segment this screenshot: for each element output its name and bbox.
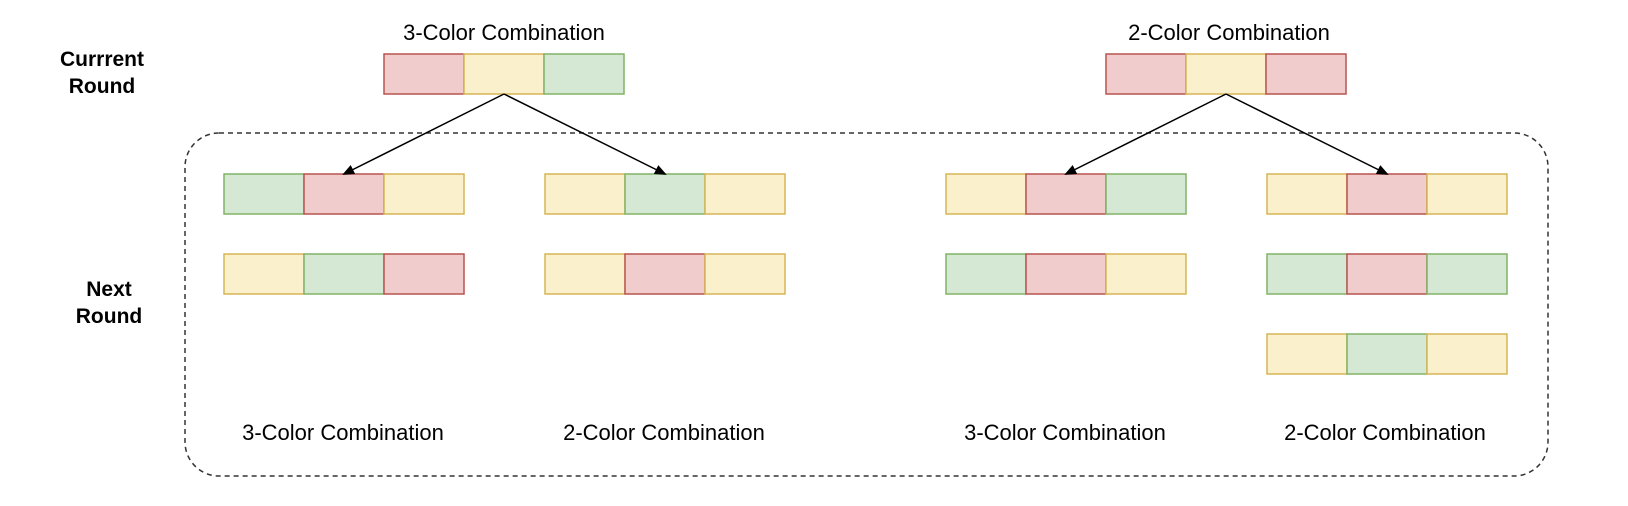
color-cell-yellow — [544, 253, 626, 295]
color-cell-green — [1426, 253, 1508, 295]
next-group-caption-1: 3-Color Combination — [242, 420, 444, 445]
next-combo-strip-3-1 — [945, 173, 1187, 215]
current-round-label-line1: Currrent — [59, 48, 144, 71]
transition-arrow-2 — [503, 93, 667, 175]
next-combo-strip-2-2 — [544, 253, 786, 295]
next-combo-strip-4-2 — [1266, 253, 1508, 295]
color-cell-green — [945, 253, 1027, 295]
next-combo-strip-2-1 — [544, 173, 786, 215]
color-cell-green — [223, 173, 305, 215]
next-combo-strip-1-1 — [223, 173, 465, 215]
current-group-title-2color: 2-Color Combination — [1128, 20, 1330, 45]
color-cell-yellow — [704, 173, 786, 215]
next-combo-strip-3-2 — [945, 253, 1187, 295]
color-cell-green — [303, 253, 385, 295]
color-cell-yellow — [1426, 173, 1508, 215]
transition-arrow-4 — [1225, 93, 1389, 175]
next-round-label-line2: Round — [75, 305, 143, 328]
color-cell-yellow — [463, 53, 545, 95]
color-cell-yellow — [1185, 53, 1267, 95]
color-cell-yellow — [704, 253, 786, 295]
current-round-label-line2: Round — [68, 75, 136, 98]
next-combo-strip-4-3 — [1266, 333, 1508, 375]
next-group-caption-2: 2-Color Combination — [563, 420, 765, 445]
color-cell-red — [383, 253, 465, 295]
color-cell-green — [543, 53, 625, 95]
color-cell-green — [1266, 253, 1348, 295]
color-cell-red — [1265, 53, 1347, 95]
color-cell-red — [303, 173, 385, 215]
color-cell-green — [1346, 333, 1428, 375]
color-cell-yellow — [383, 173, 465, 215]
next-combo-strip-4-1 — [1266, 173, 1508, 215]
next-round-label-line1: Next — [86, 278, 132, 301]
next-round-container — [184, 132, 1549, 477]
next-group-caption-4: 2-Color Combination — [1284, 420, 1486, 445]
color-cell-yellow — [544, 173, 626, 215]
current-group-title-3color: 3-Color Combination — [403, 20, 605, 45]
transition-arrow-1 — [342, 93, 505, 175]
color-cell-green — [1105, 173, 1187, 215]
color-cell-yellow — [1266, 173, 1348, 215]
color-cell-yellow — [223, 253, 305, 295]
next-round-label: Next Round — [44, 276, 174, 330]
color-cell-red — [1346, 173, 1428, 215]
current-combo-strip-2 — [1105, 53, 1347, 95]
color-cell-yellow — [945, 173, 1027, 215]
current-combo-strip-1 — [383, 53, 625, 95]
current-round-label: Currrent Round — [37, 46, 167, 100]
next-group-caption-3: 3-Color Combination — [964, 420, 1166, 445]
color-cell-yellow — [1105, 253, 1187, 295]
next-combo-strip-1-2 — [223, 253, 465, 295]
color-cell-red — [1025, 253, 1107, 295]
color-cell-yellow — [1426, 333, 1508, 375]
color-cell-red — [1105, 53, 1187, 95]
color-cell-red — [624, 253, 706, 295]
color-cell-red — [1346, 253, 1428, 295]
color-cell-red — [383, 53, 465, 95]
color-cell-yellow — [1266, 333, 1348, 375]
color-cell-green — [624, 173, 706, 215]
transition-arrow-3 — [1064, 93, 1227, 175]
color-cell-red — [1025, 173, 1107, 215]
